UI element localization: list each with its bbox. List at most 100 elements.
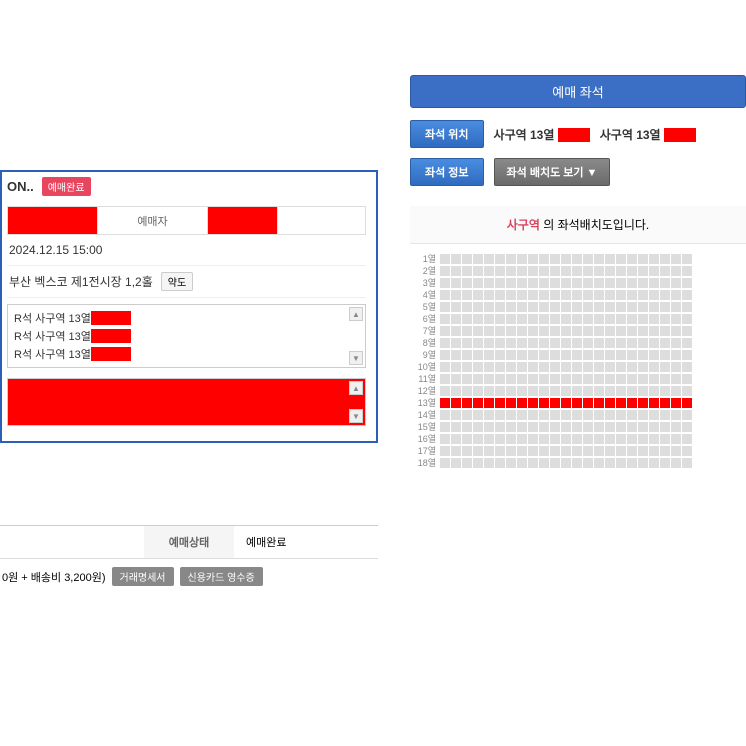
seat-cell[interactable] [550,398,560,408]
seat-cell[interactable] [616,350,626,360]
seat-cell[interactable] [517,302,527,312]
seat-cell[interactable] [539,278,549,288]
seat-cell[interactable] [682,314,692,324]
seat-cell[interactable] [638,326,648,336]
seat-cell[interactable] [517,422,527,432]
seat-cell[interactable] [440,326,450,336]
seat-cell[interactable] [462,350,472,360]
seat-cell[interactable] [594,338,604,348]
seat-cell[interactable] [660,302,670,312]
seat-cell[interactable] [594,266,604,276]
seat-cell[interactable] [660,326,670,336]
seat-cell[interactable] [561,458,571,468]
seat-cell[interactable] [605,326,615,336]
seat-cell[interactable] [550,314,560,324]
seat-cell[interactable] [506,434,516,444]
seat-cell[interactable] [572,410,582,420]
seat-cell[interactable] [605,422,615,432]
seat-cell[interactable] [572,386,582,396]
seat-cell[interactable] [682,278,692,288]
seat-cell[interactable] [451,398,461,408]
seat-cell[interactable] [572,314,582,324]
seat-cell[interactable] [550,446,560,456]
seat-cell[interactable] [572,302,582,312]
seat-cell[interactable] [506,302,516,312]
seat-cell[interactable] [638,266,648,276]
seat-cell[interactable] [616,410,626,420]
seat-cell[interactable] [550,434,560,444]
seat-cell[interactable] [440,374,450,384]
seat-cell[interactable] [528,374,538,384]
seat-cell[interactable] [594,362,604,372]
seat-cell[interactable] [572,434,582,444]
seat-cell[interactable] [506,386,516,396]
seat-cell[interactable] [440,422,450,432]
seat-cell[interactable] [649,266,659,276]
seat-cell[interactable] [616,446,626,456]
seat-cell[interactable] [495,302,505,312]
seat-cell[interactable] [517,446,527,456]
seat-cell[interactable] [506,422,516,432]
seat-cell[interactable] [682,326,692,336]
seat-cell[interactable] [484,266,494,276]
seat-cell[interactable] [506,278,516,288]
seat-cell[interactable] [594,458,604,468]
seat-cell[interactable] [660,446,670,456]
seat-cell[interactable] [583,350,593,360]
seat-cell[interactable] [506,338,516,348]
seat-cell[interactable] [462,290,472,300]
seat-cell[interactable] [660,386,670,396]
seat-cell[interactable] [660,434,670,444]
seat-cell[interactable] [682,458,692,468]
seat-cell[interactable] [660,266,670,276]
seat-cell[interactable] [517,362,527,372]
seat-cell[interactable] [517,410,527,420]
seat-cell[interactable] [561,434,571,444]
seat-cell[interactable] [495,434,505,444]
seat-cell[interactable] [440,386,450,396]
seat-cell[interactable] [451,350,461,360]
receipt-button[interactable]: 거래명세서 [112,567,174,586]
seat-cell[interactable] [627,434,637,444]
seat-cell[interactable] [671,434,681,444]
seat-cell[interactable] [671,374,681,384]
seat-cell[interactable] [440,338,450,348]
seat-cell[interactable] [451,338,461,348]
seat-cell[interactable] [440,314,450,324]
seat-cell[interactable] [462,446,472,456]
seat-cell[interactable] [627,350,637,360]
seat-cell[interactable] [627,254,637,264]
map-button[interactable]: 약도 [161,272,193,291]
seat-cell[interactable] [616,314,626,324]
seat-cell[interactable] [682,410,692,420]
seat-cell[interactable] [462,386,472,396]
seat-cell[interactable] [605,458,615,468]
seat-cell[interactable] [440,266,450,276]
seat-cell[interactable] [528,290,538,300]
seat-cell[interactable] [627,422,637,432]
seat-cell[interactable] [638,398,648,408]
seat-cell[interactable] [638,290,648,300]
seat-cell[interactable] [594,278,604,288]
seat-cell[interactable] [539,422,549,432]
seat-position-button[interactable]: 좌석 위치 [410,120,484,148]
seat-cell[interactable] [506,254,516,264]
seat-cell[interactable] [561,362,571,372]
seat-cell[interactable] [451,458,461,468]
seat-cell[interactable] [616,386,626,396]
seat-cell[interactable] [517,338,527,348]
seat-cell[interactable] [682,350,692,360]
seat-cell[interactable] [440,410,450,420]
seat-cell[interactable] [528,458,538,468]
seat-cell[interactable] [616,302,626,312]
seat-cell[interactable] [550,350,560,360]
seat-cell[interactable] [605,314,615,324]
seat-cell[interactable] [517,434,527,444]
seat-cell[interactable] [660,290,670,300]
seat-cell[interactable] [561,254,571,264]
seat-cell[interactable] [638,314,648,324]
seat-cell[interactable] [451,302,461,312]
seat-cell[interactable] [473,386,483,396]
seat-cell[interactable] [649,374,659,384]
seat-cell[interactable] [638,302,648,312]
